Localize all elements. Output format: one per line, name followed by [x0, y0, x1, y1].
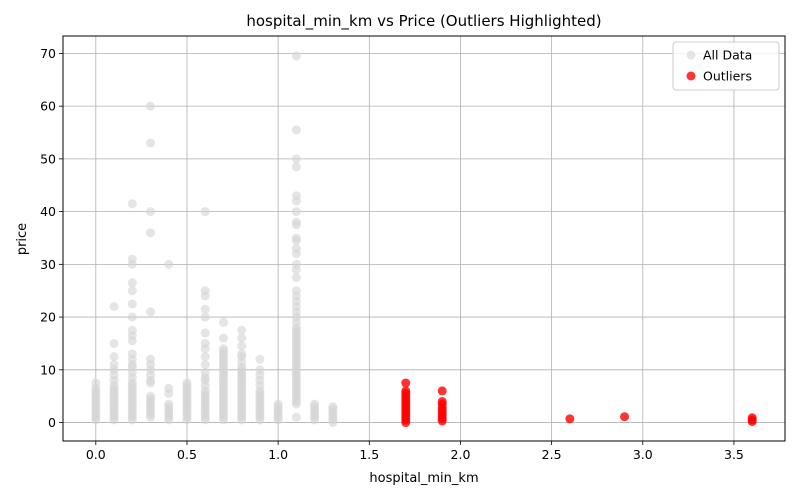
data-point-all — [328, 402, 338, 412]
data-point-all — [291, 286, 301, 296]
y-tick-label: 60 — [40, 99, 56, 114]
data-point-all — [200, 360, 210, 370]
data-point-all — [291, 51, 301, 61]
data-point-all — [237, 325, 247, 335]
data-point-all — [127, 299, 137, 309]
data-point-all — [200, 312, 210, 322]
data-point-all — [146, 228, 156, 238]
x-tick-label: 0.0 — [86, 447, 106, 462]
data-point-all — [109, 338, 119, 348]
data-point-all — [255, 354, 265, 364]
data-point-all — [218, 317, 228, 327]
data-point-all — [109, 352, 119, 362]
data-point-all — [237, 333, 247, 343]
data-point-all — [182, 378, 192, 388]
y-axis-label: price — [15, 223, 30, 255]
y-tick-label: 20 — [40, 310, 56, 325]
data-point-all — [127, 349, 137, 359]
data-point-all — [200, 367, 210, 377]
data-point-all — [109, 302, 119, 312]
data-point-all — [218, 344, 228, 354]
data-point-all — [127, 286, 137, 296]
data-point-all — [291, 217, 301, 227]
data-point-all — [237, 341, 247, 351]
data-point-all — [146, 101, 156, 111]
series-outliers — [401, 378, 757, 428]
data-point-all — [91, 378, 101, 388]
x-tick-label: 3.0 — [633, 447, 653, 462]
legend-label-outliers: Outliers — [703, 69, 752, 84]
data-point-all — [200, 207, 210, 217]
data-point-all — [291, 207, 301, 217]
data-point-all — [146, 207, 156, 217]
x-tick-label: 3.5 — [724, 447, 744, 462]
data-point-all — [164, 259, 174, 269]
data-point-all — [291, 412, 301, 422]
data-point-all — [164, 399, 174, 409]
data-point-all — [291, 273, 301, 283]
legend-marker-all-data — [686, 50, 696, 60]
data-point-all — [310, 399, 320, 409]
data-point-all — [218, 333, 228, 343]
legend-box — [672, 41, 780, 91]
data-point-all — [146, 138, 156, 148]
data-point-all — [127, 325, 137, 335]
x-tick-label: 2.5 — [542, 447, 562, 462]
data-point-all — [291, 162, 301, 172]
data-point-outlier — [401, 386, 411, 396]
data-point-all — [109, 360, 119, 370]
legend-label-all-data: All Data — [703, 48, 752, 63]
data-point-all — [200, 304, 210, 314]
legend: All Data Outliers — [672, 41, 780, 91]
data-point-all — [127, 312, 137, 322]
data-point-all — [127, 199, 137, 209]
data-point-outlier — [437, 396, 447, 406]
data-point-all — [291, 191, 301, 201]
data-point-all — [200, 286, 210, 296]
data-point-all — [237, 349, 247, 359]
x-axis-label: hospital_min_km — [369, 471, 478, 486]
y-tick-label: 10 — [40, 362, 56, 377]
data-point-outlier — [437, 386, 447, 396]
data-point-all — [127, 278, 137, 288]
data-point-all — [291, 244, 301, 254]
data-point-outlier — [565, 414, 575, 424]
data-point-all — [200, 352, 210, 362]
data-point-outlier — [747, 413, 757, 423]
y-tick-label: 70 — [40, 46, 56, 61]
data-point-all — [200, 338, 210, 348]
series-all-data — [91, 51, 338, 428]
plot-frame — [62, 35, 786, 442]
y-tick-label: 0 — [48, 415, 56, 430]
x-tick-label: 0.5 — [177, 447, 197, 462]
data-point-all — [164, 383, 174, 393]
x-axis-ticks: 0.0 0.5 1.0 1.5 2.0 2.5 3.0 3.5 — [86, 441, 744, 462]
data-point-all — [146, 307, 156, 317]
data-point-all — [127, 254, 137, 264]
data-point-all — [291, 233, 301, 243]
y-tick-label: 40 — [40, 204, 56, 219]
x-tick-label: 2.0 — [451, 447, 471, 462]
x-tick-label: 1.0 — [268, 447, 288, 462]
data-point-all — [291, 154, 301, 164]
y-tick-label: 50 — [40, 151, 56, 166]
data-point-outlier — [620, 412, 630, 422]
data-point-all — [273, 399, 283, 409]
data-point-all — [291, 259, 301, 269]
data-point-all — [146, 354, 156, 364]
data-point-all — [200, 328, 210, 338]
legend-marker-outliers — [686, 71, 696, 81]
data-point-all — [291, 125, 301, 135]
y-tick-label: 30 — [40, 257, 56, 272]
y-axis-ticks: 0 10 20 30 40 50 60 70 — [40, 46, 63, 430]
data-point-all — [255, 365, 265, 375]
data-point-all — [146, 391, 156, 401]
data-point-outlier — [401, 378, 411, 388]
x-tick-label: 1.5 — [359, 447, 379, 462]
chart-title: hospital_min_km vs Price (Outliers Highl… — [246, 12, 601, 31]
